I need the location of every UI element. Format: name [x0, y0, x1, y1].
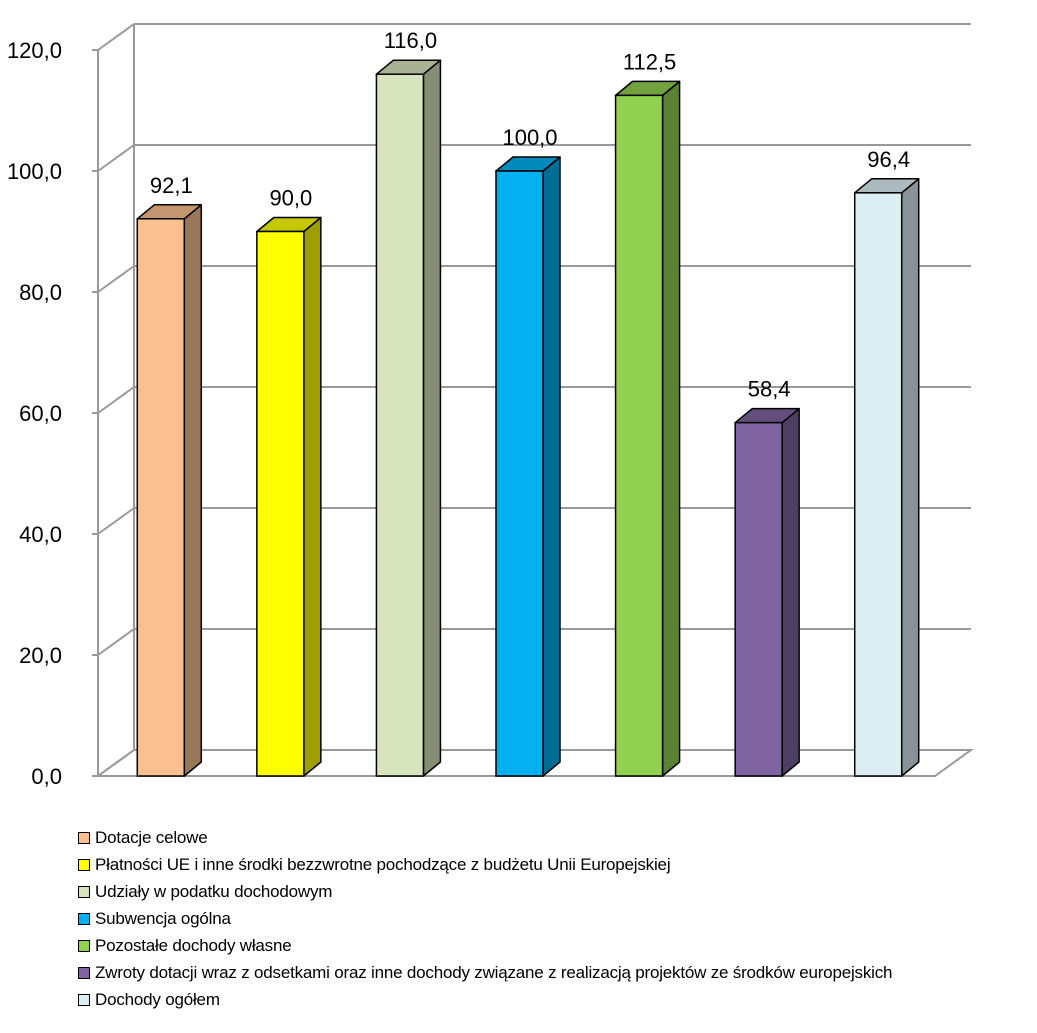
bar-front-face — [853, 192, 903, 777]
y-tick-label: 20,0 — [19, 643, 62, 668]
bar-chart: 0,0 20,0 40,0 60,0 80,0 100,0 120,0 92,1 90,0 116… — [7, 23, 975, 789]
gridline-depth — [97, 628, 135, 656]
legend-label: Udziały w podatku dochodowym — [95, 881, 333, 901]
legend-swatch — [78, 939, 90, 952]
bar-side-face — [900, 178, 920, 777]
legend-item: Pozostałe dochody własne — [78, 932, 1028, 959]
bar-side-face — [303, 216, 322, 777]
bar — [614, 80, 681, 777]
y-tick-label: 80,0 — [19, 280, 62, 305]
bar-front-face — [614, 94, 664, 777]
bar — [853, 178, 920, 777]
legend-item: Subwencja ogólna — [78, 905, 1028, 932]
gridline-depth — [97, 386, 135, 414]
y-tick-label: 100,0 — [7, 159, 62, 184]
legend-swatch — [78, 993, 90, 1006]
legend-swatch — [78, 831, 90, 844]
bar-side-face — [781, 407, 800, 777]
bar — [136, 204, 203, 777]
y-tick-label: 60,0 — [19, 401, 62, 426]
chart-area: 0,0 20,0 40,0 60,0 80,0 100,0 120,0 92,1 90,0 116… — [7, 23, 975, 789]
data-label: 116,0 — [384, 28, 437, 53]
legend-item: Zwroty dotacji wraz z odsetkami oraz inn… — [78, 959, 1028, 986]
data-label: 112,5 — [623, 49, 676, 74]
legend-item: Udziały w podatku dochodowym — [78, 878, 1028, 905]
bar-front-face — [375, 73, 425, 777]
legend-swatch — [78, 966, 90, 979]
bar — [256, 216, 322, 777]
y-tick-label: 0,0 — [31, 764, 62, 789]
data-label: 58,4 — [748, 377, 791, 402]
legend-label: Dotacje celowe — [95, 827, 208, 847]
bar-front-face — [136, 218, 186, 777]
bar-front-face — [256, 230, 305, 777]
data-label: 90,0 — [269, 186, 312, 211]
data-label: 100,0 — [502, 125, 557, 150]
legend-label: Dochody ogółem — [95, 989, 220, 1009]
bar-front-face — [495, 170, 544, 777]
gridline-depth — [97, 23, 135, 51]
legend-swatch — [78, 912, 90, 925]
legend-swatch — [78, 858, 90, 871]
bar-side-face — [183, 204, 203, 777]
gridline-depth — [97, 265, 135, 293]
gridline-depth — [97, 507, 135, 535]
legend-label: Zwroty dotacji wraz z odsetkami oraz inn… — [95, 962, 893, 982]
legend-label: Płatności UE i inne środki bezzwrotne po… — [95, 854, 671, 874]
bar-side-face — [661, 80, 681, 777]
legend-label: Pozostałe dochody własne — [95, 935, 292, 955]
gridline-depth — [97, 144, 135, 172]
legend-item: Dochody ogółem — [78, 986, 1028, 1013]
data-label: 96,4 — [867, 147, 910, 172]
y-tick-label: 120,0 — [7, 38, 62, 63]
gridline-depth — [97, 749, 135, 777]
y-tick-label: 40,0 — [19, 522, 62, 547]
bar — [375, 59, 442, 777]
data-label: 92,1 — [150, 173, 193, 198]
legend-swatch — [78, 885, 90, 898]
bar — [734, 407, 800, 777]
bar-front-face — [734, 421, 783, 777]
legend-item: Dotacje celowe — [78, 824, 1028, 851]
legend-item: Płatności UE i inne środki bezzwrotne po… — [78, 851, 1028, 878]
bar-side-face — [422, 59, 442, 777]
chart-legend: Dotacje celowe Płatności UE i inne środki… — [78, 824, 1028, 1013]
legend-label: Subwencja ogólna — [95, 908, 231, 928]
bar-side-face — [542, 156, 561, 777]
bar — [495, 156, 561, 777]
